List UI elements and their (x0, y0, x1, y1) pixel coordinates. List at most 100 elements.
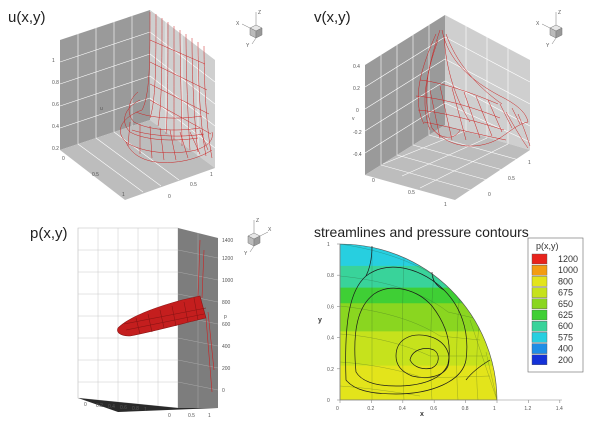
y-axis-label: y (318, 317, 322, 324)
panel-p-ztick-5: 1000 (222, 278, 233, 284)
y-tick-label: 0.2 (327, 367, 334, 373)
legend-label-1200: 1200 (558, 254, 578, 264)
x-tick-label: 1 (493, 406, 496, 412)
panel-p-title: p(x,y) (30, 225, 68, 242)
x-axis-ticks: 0 0.2 0.4 0.6 0.8 1 1.2 1.4 (336, 400, 563, 412)
panel-u-ztick-3: 0.8 (52, 80, 59, 86)
legend-label-575: 575 (558, 332, 573, 342)
panel-v-grid (364, 25, 531, 191)
panel-u-grid (59, 16, 216, 193)
legend-label-675: 675 (558, 288, 573, 298)
y-tick-label: 0.8 (327, 273, 334, 279)
legend-label-1000: 1000 (558, 265, 578, 275)
panel-u-ytick-1: 0.5 (190, 182, 197, 188)
panel-streamlines-axes: 0 0.2 0.4 0.6 0.8 1 1.2 1.4 0 0.2 0.4 0.6 0.8 1 x y (318, 242, 563, 418)
panel-p-triad-x: X (268, 227, 272, 233)
panel-p-triad-z: Z (256, 218, 259, 224)
legend-swatch-400 (531, 343, 548, 354)
panel-v-left-wall (365, 15, 445, 175)
panel-p-grid (78, 228, 178, 406)
panel-p-xtick-5: 1 (144, 407, 147, 413)
panel-v-ztick-2: 0 (356, 108, 359, 114)
panel-v-ztick-4: 0.4 (353, 64, 360, 70)
panel-v-triad-x: X (536, 21, 540, 27)
panel-v-axis-triad: Z X Y (536, 10, 563, 49)
panel-p-floor (78, 398, 218, 412)
streamlines (345, 245, 491, 395)
panel-v-ztick-3: 0.2 (353, 86, 360, 92)
panel-p-triad-y: Y (244, 251, 248, 257)
panel-p-axis-triad: Z X Y (244, 218, 272, 257)
panel-v-axis-label: v (352, 116, 355, 122)
pressure-contour-fill (340, 243, 497, 400)
panel-v-ztick-1: -0.2 (353, 130, 362, 136)
panel-v-xtick-0: 0 (372, 178, 375, 184)
legend-label-625: 625 (558, 310, 573, 320)
panel-u-axis-triad: Z X Y (236, 10, 263, 49)
panel-u-xtick-2: 1 (122, 192, 125, 198)
legend-title: p(x,y) (536, 241, 559, 251)
panel-u-triad-y: Y (246, 43, 250, 49)
panel-u-triad-z: Z (258, 10, 261, 16)
panel-u-ytick-2: 1 (210, 172, 213, 178)
legend-swatch-600 (531, 321, 548, 332)
panel-u: u(x,y) u 0.2 0.4 0.6 0.8 (8, 9, 263, 200)
x-tick-label: 0.2 (367, 406, 374, 412)
panel-u-title: u(x,y) (8, 9, 46, 26)
y-tick-label: 1 (327, 242, 330, 248)
x-tick-label: 0 (336, 406, 339, 412)
x-tick-label: 1.4 (556, 406, 563, 412)
panel-p-xtick-1: 0.2 (96, 403, 103, 409)
panel-p-ztick-3: 600 (222, 322, 231, 328)
panel-p-ztick-1: 200 (222, 366, 231, 372)
panel-u-ztick-1: 0.4 (52, 124, 59, 130)
y-axis-ticks: 0 0.2 0.4 0.6 0.8 1 (327, 242, 340, 404)
panel-p-xtick-3: 0.6 (120, 405, 127, 411)
legend-label-200: 200 (558, 355, 573, 365)
panel-u-triad-x: X (236, 21, 240, 27)
panel-p-ztick-7: 1400 (222, 238, 233, 244)
panel-p-ztick-0: 0 (222, 388, 225, 394)
legend-swatch-1200 (531, 253, 548, 265)
panel-u-left-wall (60, 10, 150, 150)
panel-streamlines: streamlines and pressure contours 0 0.2 0.… (314, 224, 584, 418)
panel-v-ytick-1: 0.5 (508, 176, 515, 182)
panel-v-triad-z: Z (558, 10, 561, 16)
x-tick-label: 0.4 (399, 406, 406, 412)
panel-u-surface (120, 11, 213, 163)
legend-swatch-800 (531, 276, 548, 287)
x-axis-label: x (420, 411, 424, 418)
y-tick-label: 0.4 (327, 336, 334, 342)
panel-v-ytick-2: 1 (528, 160, 531, 166)
panel-u-ytick-0: 0 (168, 194, 171, 200)
legend-label-400: 400 (558, 344, 573, 354)
panel-p-xtick-4: 0.8 (132, 406, 139, 412)
panel-v: v(x,y) v -0.4 -0.2 0 0.2 0.4 (314, 9, 563, 208)
panel-p-ytick-2: 1 (208, 413, 211, 419)
panel-v-xtick-1: 0.5 (408, 190, 415, 196)
quarter-disk-boundary (339, 243, 498, 401)
panel-v-tick-labels: v -0.4 -0.2 0 0.2 0.4 0 0.5 1 0 0.5 1 (352, 64, 531, 208)
panel-p: p(x,y) p 0 200 400 600 800 1000 1200 140… (30, 218, 272, 419)
panel-v-floor (365, 125, 530, 200)
legend-label-650: 650 (558, 299, 573, 309)
legend-swatch-575 (531, 332, 548, 343)
panel-p-ztick-2: 400 (222, 344, 231, 350)
panel-p-tick-labels: p 0 200 400 600 800 1000 1200 1400 0 0.2… (84, 238, 233, 419)
panel-p-xtick-0: 0 (84, 402, 87, 408)
panel-u-xtick-0: 0 (62, 156, 65, 162)
y-tick-label: 0.6 (327, 304, 334, 310)
legend-swatch-625 (531, 309, 548, 321)
panel-p-ytick-0: 0 (168, 413, 171, 419)
panel-p-ztick-4: 800 (222, 300, 231, 306)
legend-swatch-1000 (531, 265, 548, 276)
panel-v-xtick-2: 1 (444, 202, 447, 208)
panel-v-triad-y: Y (546, 43, 550, 49)
panel-streamlines-title: streamlines and pressure contours (314, 224, 529, 240)
panel-p-ztick-6: 1200 (222, 256, 233, 262)
legend-label-600: 600 (558, 321, 573, 331)
x-tick-label: 0.6 (430, 406, 437, 412)
